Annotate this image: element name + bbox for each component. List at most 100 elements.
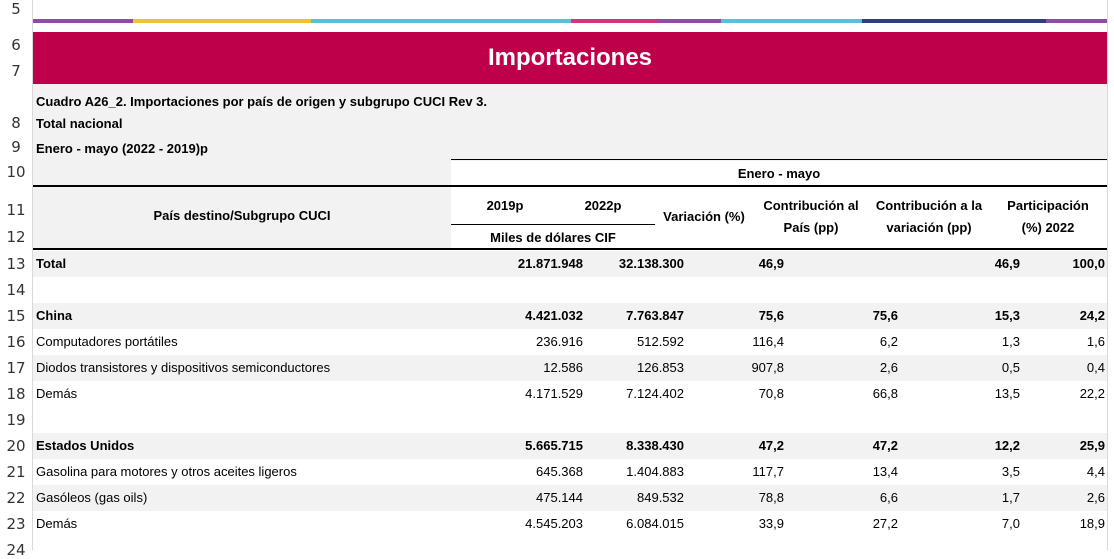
sheet-right-edge (1107, 0, 1114, 550)
value-share: 24,2 (1079, 308, 1105, 323)
value-variation: 33,9 (758, 516, 784, 531)
value-share: 0,4 (1086, 360, 1105, 375)
value-2022: 126.853 (637, 360, 684, 375)
table-row[interactable]: Demás 4.545.203 6.084.015 33,9 27,2 7,0 … (33, 511, 1107, 537)
value-contrib-country (788, 251, 898, 277)
table-row-empty[interactable] (33, 277, 1107, 303)
row-number-14[interactable]: 14 (6, 281, 26, 299)
row-number-18[interactable]: 18 (6, 385, 26, 403)
contrib-country-header-1: Contribución al (763, 198, 859, 213)
contrib-var-header-2: variación (pp) (886, 220, 972, 235)
period-header: Enero - mayo (737, 166, 821, 181)
value-2019: 5.665.715 (525, 438, 583, 453)
value-2019: 236.916 (536, 334, 583, 349)
row-number-12[interactable]: 12 (6, 228, 26, 246)
row-number-19[interactable]: 19 (6, 411, 26, 429)
row-number-17[interactable]: 17 (6, 359, 26, 377)
row-number-6[interactable]: 6 (11, 36, 21, 54)
value-variation: 46,9 (758, 256, 784, 271)
row-number-11[interactable]: 11 (6, 201, 26, 219)
stripe-segment (133, 19, 311, 23)
value-contrib-variation: 13,5 (994, 386, 1020, 401)
row-number-16[interactable]: 16 (6, 333, 26, 351)
value-contrib-variation: 15,3 (994, 308, 1020, 323)
country-column-header: País destino/Subgrupo CUCI (153, 208, 331, 223)
value-2019: 21.871.948 (517, 256, 583, 271)
value-share: 4,4 (1086, 464, 1105, 479)
value-contrib-variation: 1,7 (1001, 490, 1020, 505)
value-share: 25,9 (1079, 438, 1105, 453)
row-number-8[interactable]: 8 (11, 114, 21, 132)
value-contrib-country: 6,6 (879, 490, 898, 505)
header-block (33, 84, 1107, 161)
value-variation: 78,8 (758, 490, 784, 505)
value-share: 1,6 (1086, 334, 1105, 349)
row-number-13[interactable]: 13 (6, 255, 26, 273)
stripe-segment (862, 19, 1046, 23)
row-number-5[interactable]: 5 (11, 0, 21, 18)
header-bottom-rule (33, 248, 1107, 250)
table-period: Enero - mayo (2022 - 2019)p (36, 141, 208, 156)
table-row[interactable]: Diodos transistores y dispositivos semic… (33, 355, 1107, 381)
value-contrib-variation: 3,5 (1001, 464, 1020, 479)
value-2022: 8.338.430 (626, 438, 684, 453)
value-2022: 849.532 (637, 490, 684, 505)
year-2022-header: 2022p (584, 198, 622, 213)
row-number-10[interactable]: 10 (6, 163, 26, 181)
value-contrib-country: 27,2 (872, 516, 898, 531)
row-header-column: 5 6 7 8 9 10 11 12 13 14 15 16 17 18 19 … (0, 0, 32, 559)
value-contrib-variation: 1,3 (1001, 334, 1020, 349)
value-contrib-variation: 12,2 (994, 438, 1020, 453)
page-title: Importaciones (487, 44, 653, 71)
value-variation: 70,8 (758, 386, 784, 401)
table-row[interactable]: Computadores portátiles 236.916 512.592 … (33, 329, 1107, 355)
row-number-7[interactable]: 7 (11, 62, 21, 80)
value-2019: 12.586 (543, 360, 583, 375)
table-scope: Total nacional (36, 116, 123, 131)
table-row-total[interactable]: Total 21.871.948 32.138.300 46,9 46,9 10… (33, 251, 1107, 277)
title-banner: Importaciones (33, 32, 1107, 84)
row-label: Gasolina para motores y otros aceites li… (36, 464, 297, 479)
value-2022: 7.763.847 (626, 308, 684, 323)
value-2022: 512.592 (637, 334, 684, 349)
row-label: Diodos transistores y dispositivos semic… (36, 360, 331, 375)
row-label: Total (36, 256, 67, 271)
value-2022: 1.404.883 (626, 464, 684, 479)
row-number-20[interactable]: 20 (6, 437, 26, 455)
value-2022: 6.084.015 (626, 516, 684, 531)
stripe-segment (33, 19, 133, 23)
table-row[interactable]: Gasóleos (gas oils) 475.144 849.532 78,8… (33, 485, 1107, 511)
value-share: 2,6 (1086, 490, 1105, 505)
value-variation: 117,7 (752, 464, 784, 479)
row-number-24[interactable]: 24 (6, 541, 26, 559)
value-2022: 7.124.402 (626, 386, 684, 401)
row-number-23[interactable]: 23 (6, 515, 26, 533)
column-header-left-shade (33, 161, 451, 249)
units-rule (451, 224, 655, 225)
table-row-empty[interactable] (33, 407, 1107, 433)
row-label: Demás (36, 386, 78, 401)
value-2019: 475.144 (536, 490, 583, 505)
table-row-country[interactable]: Estados Unidos 5.665.715 8.338.430 47,2 … (33, 433, 1107, 459)
row-number-9[interactable]: 9 (11, 138, 21, 156)
value-2019: 4.421.032 (525, 308, 583, 323)
row-number-22[interactable]: 22 (6, 489, 26, 507)
row-number-15[interactable]: 15 (6, 307, 26, 325)
value-contrib-country: 13,4 (872, 464, 898, 479)
value-contrib-variation: 46,9 (994, 256, 1020, 271)
value-contrib-country: 2,6 (879, 360, 898, 375)
contrib-country-header-2: País (pp) (783, 220, 839, 235)
table-row[interactable]: Gasolina para motores y otros aceites li… (33, 459, 1107, 485)
row-number-21[interactable]: 21 (6, 463, 26, 481)
value-share: 18,9 (1079, 516, 1105, 531)
value-variation: 75,6 (758, 308, 784, 323)
header-top-rule (451, 159, 1107, 160)
value-share: 22,2 (1079, 386, 1105, 401)
units-header: Miles de dólares CIF (490, 230, 616, 245)
value-contrib-variation: 0,5 (1001, 360, 1020, 375)
value-contrib-country: 6,2 (879, 334, 898, 349)
table-row[interactable]: Demás 4.171.529 7.124.402 70,8 66,8 13,5… (33, 381, 1107, 407)
table-row-country[interactable]: China 4.421.032 7.763.847 75,6 75,6 15,3… (33, 303, 1107, 329)
stripe-segment (657, 19, 721, 23)
stripe-segment (1046, 19, 1107, 23)
